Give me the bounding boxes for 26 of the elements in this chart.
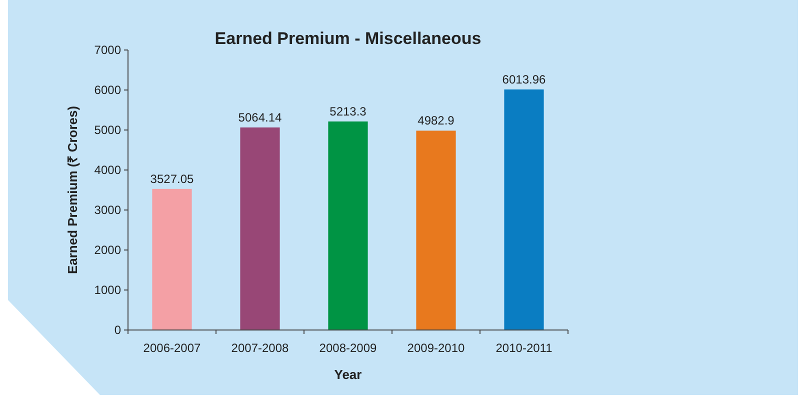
y-tick-label: 5000 <box>94 123 122 138</box>
data-label: 4982.9 <box>418 114 455 128</box>
x-tick-label: 2006-2007 <box>143 341 202 355</box>
data-label: 5213.3 <box>330 104 367 118</box>
data-label: 5064.14 <box>238 110 282 124</box>
y-tick-label: 2000 <box>94 243 122 258</box>
data-label: 6013.96 <box>502 72 546 86</box>
chart-title: Earned Premium - Miscellaneous <box>214 29 482 48</box>
x-tick-label: 2007-2008 <box>231 341 290 355</box>
y-tick-label: 6000 <box>94 83 122 98</box>
y-axis-title: Earned Premium (₹ Crores) <box>65 106 80 274</box>
bar <box>416 130 456 330</box>
y-tick-label: 1000 <box>94 283 122 298</box>
x-tick-label: 2010-2011 <box>496 341 553 355</box>
x-tick-label: 2009-2010 <box>407 341 466 355</box>
bar <box>328 121 368 330</box>
x-axis-title: Year <box>334 367 362 382</box>
x-tick-label: 2008-2009 <box>319 341 378 355</box>
bar <box>504 89 544 330</box>
bar <box>152 188 192 330</box>
data-label: 3527.05 <box>150 172 194 186</box>
y-tick-label: 0 <box>114 323 122 338</box>
y-tick-label: 4000 <box>94 163 122 178</box>
y-tick-label: 3000 <box>94 203 122 218</box>
bar <box>240 127 280 330</box>
y-tick-label: 7000 <box>94 43 122 58</box>
